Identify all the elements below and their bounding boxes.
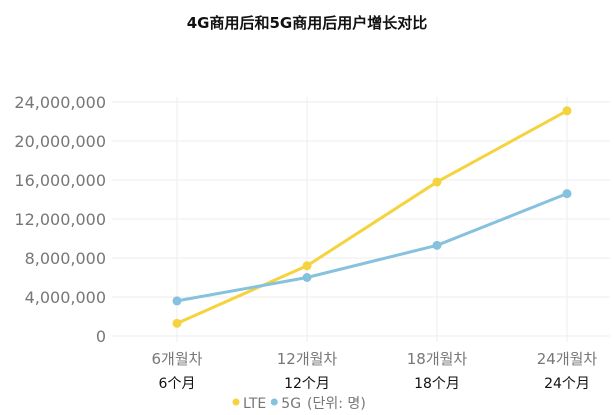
x-tick-label-secondary: 18个月: [414, 376, 460, 392]
legend-label-5g: 5G: [281, 396, 301, 412]
x-tick-label: 24개월차: [537, 350, 598, 368]
x-tick-label-secondary: 24个月: [544, 376, 590, 392]
y-tick-label: 12,000,000: [14, 210, 106, 229]
legend-marker-5g: [270, 398, 278, 406]
x-tick-label: 6개월차: [152, 350, 203, 368]
data-point-lte: [302, 261, 312, 271]
x-tick-label: 18개월차: [407, 350, 468, 368]
series-line-lte: [176, 109, 568, 325]
y-tick-label: 8,000,000: [25, 249, 106, 268]
data-point-lte: [432, 177, 442, 187]
data-point-lte: [172, 318, 182, 328]
chart-title: 4G商用后和5G商用后用户增长对比: [186, 14, 428, 32]
data-point-5g: [172, 296, 182, 306]
data-point-5g: [302, 273, 312, 282]
legend-note: (단위: 명): [307, 396, 366, 412]
x-tick-label-secondary: 6个月: [159, 376, 196, 392]
y-tick-label: 4,000,000: [25, 288, 106, 307]
y-tick-label: 16,000,000: [14, 171, 106, 190]
series-line-5g: [176, 192, 568, 303]
data-point-lte: [562, 106, 572, 116]
y-tick-label: 24,000,000: [14, 93, 106, 112]
y-tick-label: 0: [96, 327, 106, 346]
legend-marker-lte: [232, 398, 240, 406]
legend-label-lte: LTE: [243, 396, 266, 412]
data-point-5g: [432, 240, 442, 250]
x-tick-label: 12개월차: [277, 350, 338, 368]
y-tick-label: 20,000,000: [14, 132, 106, 151]
data-point-5g: [562, 189, 572, 199]
x-tick-label-secondary: 12个月: [284, 376, 330, 392]
